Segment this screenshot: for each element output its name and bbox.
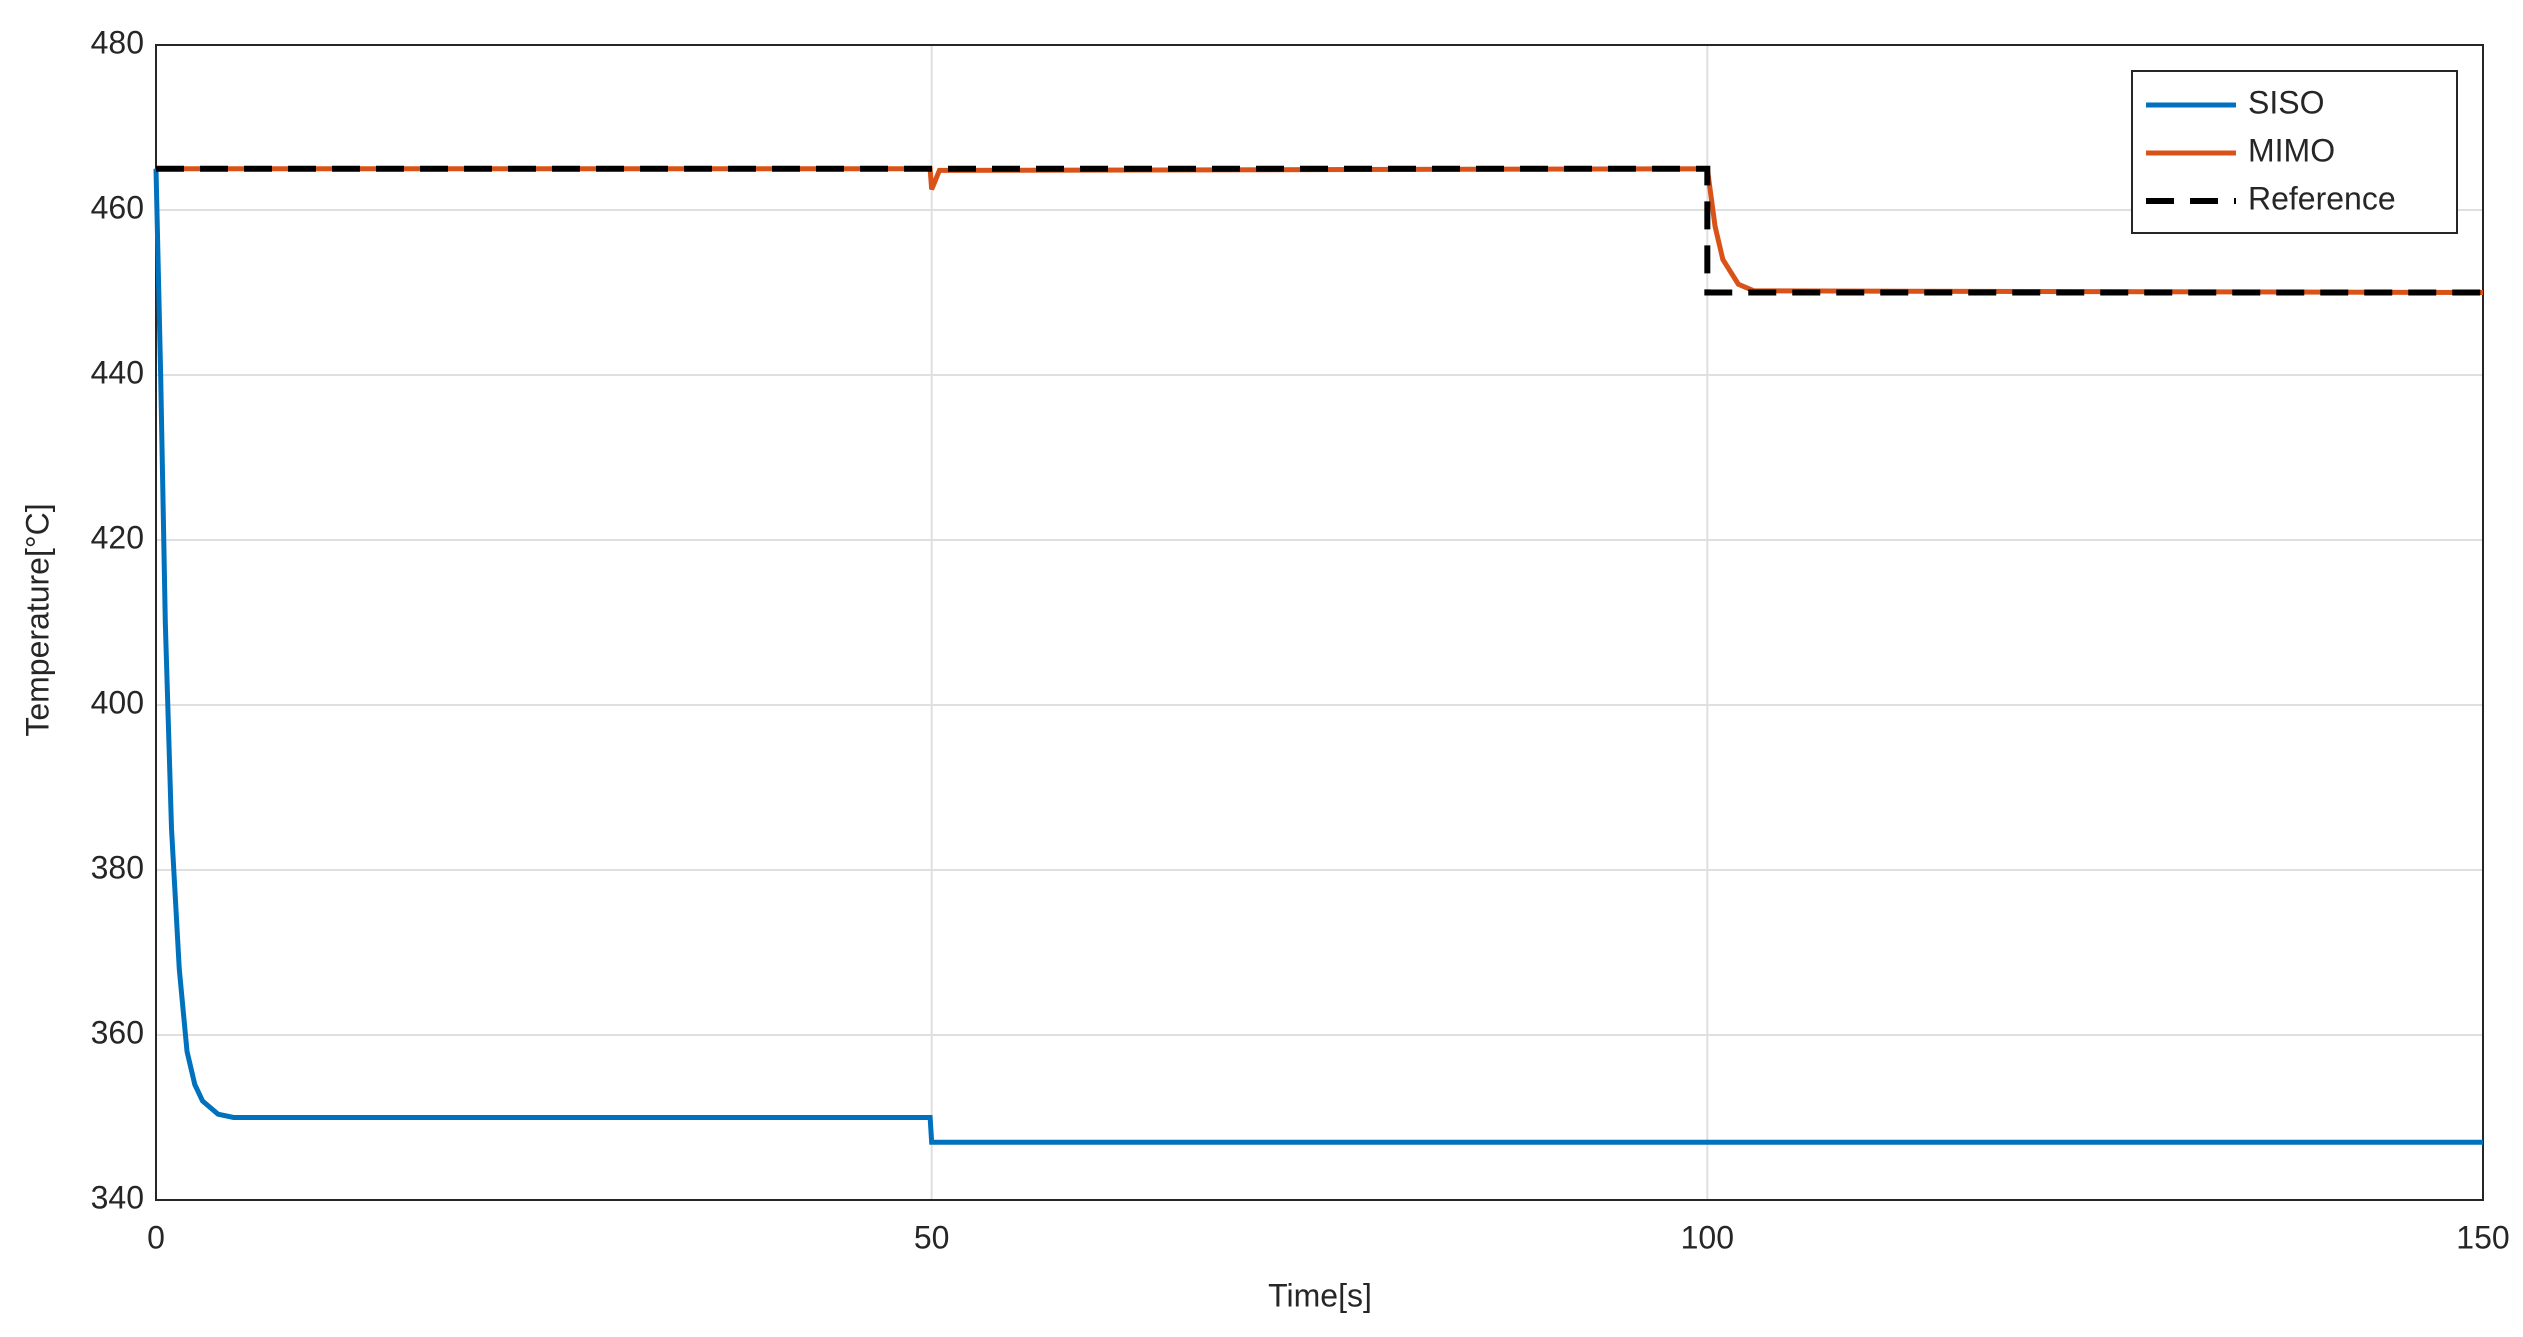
legend-label: Reference [2248,180,2396,216]
legend-label: MIMO [2248,132,2335,168]
legend-label: SISO [2248,84,2324,120]
y-tick-label: 440 [91,354,144,390]
y-tick-label: 340 [91,1179,144,1215]
y-tick-label: 480 [91,24,144,60]
series-line [156,165,2483,296]
x-axis-label: Time[s] [1268,1277,1372,1313]
x-tick-label: 150 [2456,1219,2509,1255]
x-tick-label: 50 [914,1219,950,1255]
plot-frame [155,44,2484,1201]
legend-box [2131,70,2458,234]
y-tick-label: 460 [91,189,144,225]
y-tick-label: 360 [91,1014,144,1050]
x-tick-label: 0 [147,1219,165,1255]
y-tick-label: 380 [91,849,144,885]
y-axis-label: Temperature[°C] [19,503,55,736]
y-tick-label: 420 [91,519,144,555]
series-line [156,166,2484,295]
series-line [153,168,2483,1145]
x-tick-label: 100 [1681,1219,1734,1255]
y-tick-label: 400 [91,684,144,720]
